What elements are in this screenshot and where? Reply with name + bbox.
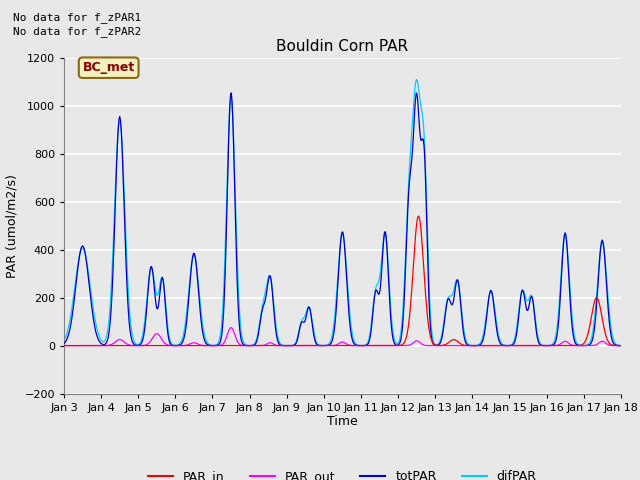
Text: No data for f_zPAR1: No data for f_zPAR1	[13, 12, 141, 23]
Title: Bouldin Corn PAR: Bouldin Corn PAR	[276, 39, 408, 54]
Text: No data for f_zPAR2: No data for f_zPAR2	[13, 26, 141, 37]
Legend: PAR_in, PAR_out, totPAR, difPAR: PAR_in, PAR_out, totPAR, difPAR	[143, 465, 541, 480]
Text: BC_met: BC_met	[83, 61, 135, 74]
Y-axis label: PAR (umol/m2/s): PAR (umol/m2/s)	[6, 174, 19, 277]
X-axis label: Time: Time	[327, 415, 358, 429]
